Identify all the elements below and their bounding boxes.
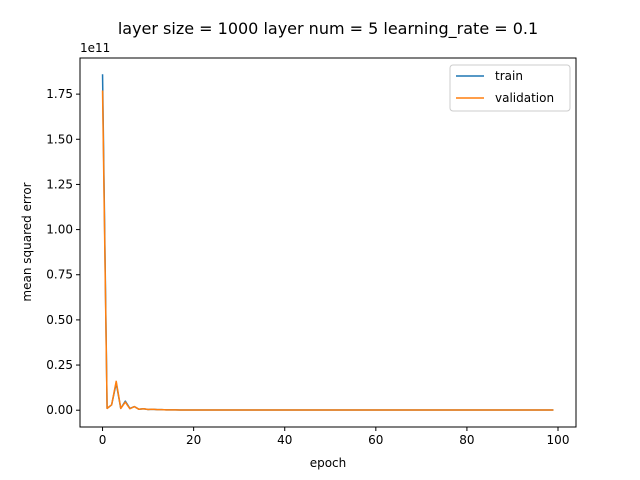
y-ticks: 0.00 0.25 0.50 0.75 1.00 1.25 1.50 1.75 <box>46 87 80 417</box>
y-tick-label: 1.50 <box>46 132 73 146</box>
x-tick-label: 100 <box>547 433 570 447</box>
plot-frame <box>79 57 577 428</box>
x-tick-label: 40 <box>277 433 292 447</box>
x-tick-label: 20 <box>186 433 201 447</box>
y-tick-label: 0.75 <box>46 268 73 282</box>
legend-label-validation: validation <box>495 91 554 105</box>
y-tick-label: 0.00 <box>46 403 73 417</box>
x-tick-label: 60 <box>368 433 383 447</box>
y-tick-label: 1.25 <box>46 177 73 191</box>
y-tick-label: 0.50 <box>46 313 73 327</box>
series-group <box>101 74 554 411</box>
x-ticks: 0 20 40 60 80 100 <box>99 427 570 447</box>
y-axis-label: mean squared error <box>20 182 34 301</box>
y-tick-label: 0.25 <box>46 358 73 372</box>
y-tick-label: 1.75 <box>46 87 73 101</box>
y-tick-label: 1.00 <box>46 223 73 237</box>
x-axis-label: epoch <box>310 456 347 470</box>
series-line-validation <box>101 90 554 411</box>
x-tick-label: 0 <box>99 433 107 447</box>
x-tick-label: 80 <box>459 433 474 447</box>
legend: train validation <box>449 64 571 112</box>
legend-label-train: train <box>495 69 523 83</box>
chart-title: layer size = 1000 layer num = 5 learning… <box>118 19 538 39</box>
y-offset-label: 1e11 <box>80 41 110 55</box>
